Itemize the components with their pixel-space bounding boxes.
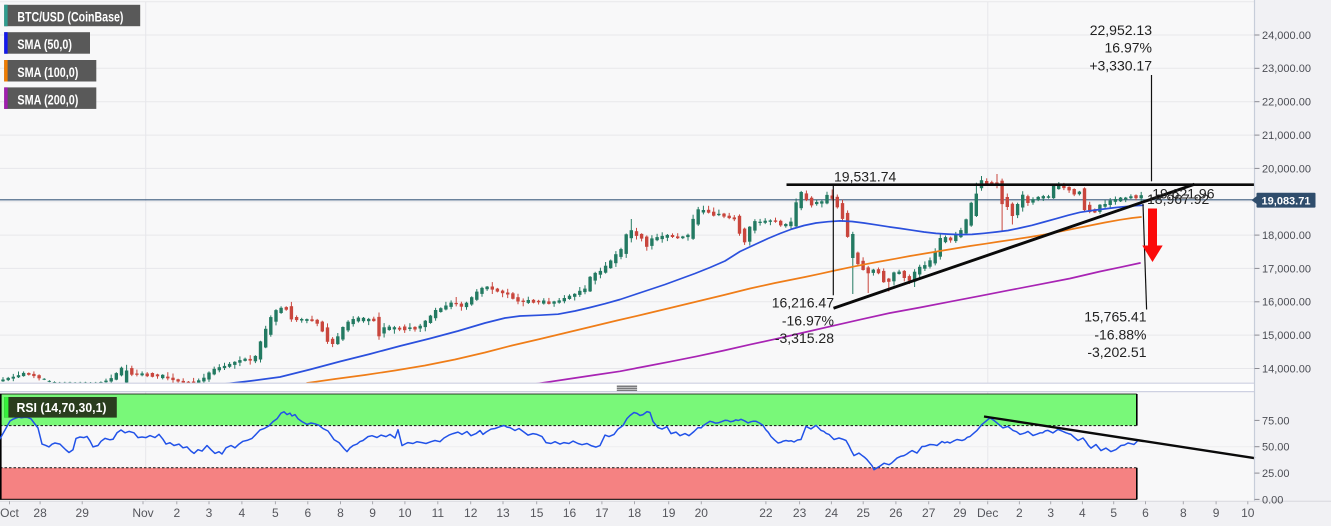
svg-text:12: 12 (464, 506, 478, 520)
svg-text:-16.88%: -16.88% (1094, 326, 1146, 342)
svg-text:28: 28 (33, 506, 47, 520)
svg-text:20: 20 (695, 506, 709, 520)
svg-text:24: 24 (825, 506, 839, 520)
svg-text:50.00: 50.00 (1262, 442, 1290, 454)
svg-text:18,967.92: 18,967.92 (1147, 191, 1209, 207)
svg-text:14,000.00: 14,000.00 (1262, 363, 1311, 375)
svg-text:SMA (100,0): SMA (100,0) (17, 65, 78, 80)
svg-text:10: 10 (1241, 506, 1255, 520)
svg-text:0.00: 0.00 (1262, 494, 1283, 506)
svg-text:3: 3 (1047, 506, 1054, 520)
svg-text:22: 22 (759, 506, 773, 520)
svg-text:25: 25 (857, 506, 871, 520)
svg-text:Oct: Oct (0, 506, 19, 520)
svg-text:BTC/USD (CoinBase): BTC/USD (CoinBase) (17, 10, 123, 25)
svg-text:-3,315.28: -3,315.28 (775, 330, 834, 346)
svg-text:19,083.71: 19,083.71 (1262, 195, 1311, 207)
svg-text:15,765.41: 15,765.41 (1084, 309, 1146, 325)
svg-text:9: 9 (369, 506, 376, 520)
svg-text:26: 26 (889, 506, 903, 520)
svg-text:-16.97%: -16.97% (782, 312, 834, 328)
svg-text:75.00: 75.00 (1262, 415, 1290, 427)
svg-text:16,216.47: 16,216.47 (772, 295, 834, 311)
svg-text:23: 23 (793, 506, 807, 520)
svg-text:3: 3 (206, 506, 213, 520)
svg-text:19,531.74: 19,531.74 (834, 169, 896, 185)
svg-text:10: 10 (398, 506, 412, 520)
svg-text:6: 6 (1142, 506, 1149, 520)
svg-text:8: 8 (1180, 506, 1187, 520)
svg-text:29: 29 (76, 506, 90, 520)
svg-text:4: 4 (1079, 506, 1086, 520)
svg-text:23,000.00: 23,000.00 (1262, 63, 1311, 75)
svg-text:8: 8 (337, 506, 344, 520)
svg-text:27: 27 (922, 506, 936, 520)
svg-text:6: 6 (304, 506, 311, 520)
svg-text:16.97%: 16.97% (1105, 40, 1152, 56)
svg-text:9: 9 (1213, 506, 1220, 520)
svg-text:Dec: Dec (977, 506, 998, 520)
svg-text:20,000.00: 20,000.00 (1262, 163, 1311, 175)
svg-text:16,000.00: 16,000.00 (1262, 297, 1311, 309)
svg-text:SMA (200,0): SMA (200,0) (17, 92, 78, 107)
svg-text:22,000.00: 22,000.00 (1262, 97, 1311, 109)
svg-text:Nov: Nov (132, 506, 153, 520)
svg-text:-3,202.51: -3,202.51 (1087, 344, 1146, 360)
svg-text:22,952.13: 22,952.13 (1090, 22, 1152, 38)
svg-text:RSI (14,70,30,1): RSI (14,70,30,1) (17, 400, 107, 415)
svg-text:2: 2 (173, 506, 180, 520)
svg-text:16: 16 (563, 506, 577, 520)
svg-text:11: 11 (432, 506, 445, 520)
svg-text:29: 29 (953, 506, 967, 520)
svg-text:4: 4 (239, 506, 246, 520)
svg-text:2: 2 (1016, 506, 1023, 520)
svg-text:19: 19 (662, 506, 676, 520)
svg-text:13: 13 (496, 506, 510, 520)
svg-text:5: 5 (1110, 506, 1117, 520)
svg-text:18,000.00: 18,000.00 (1262, 230, 1311, 242)
svg-text:5: 5 (272, 506, 279, 520)
svg-text:15: 15 (530, 506, 544, 520)
svg-text:15,000.00: 15,000.00 (1262, 330, 1311, 342)
svg-text:17: 17 (595, 506, 609, 520)
svg-text:+3,330.17: +3,330.17 (1089, 57, 1152, 73)
svg-text:17,000.00: 17,000.00 (1262, 263, 1311, 275)
svg-text:19,621.96: 19,621.96 (1152, 185, 1214, 201)
svg-text:18: 18 (628, 506, 642, 520)
svg-text:21,000.00: 21,000.00 (1262, 130, 1311, 142)
svg-text:25.00: 25.00 (1262, 468, 1290, 480)
svg-text:24,000.00: 24,000.00 (1262, 30, 1311, 42)
svg-text:SMA (50,0): SMA (50,0) (17, 37, 72, 52)
